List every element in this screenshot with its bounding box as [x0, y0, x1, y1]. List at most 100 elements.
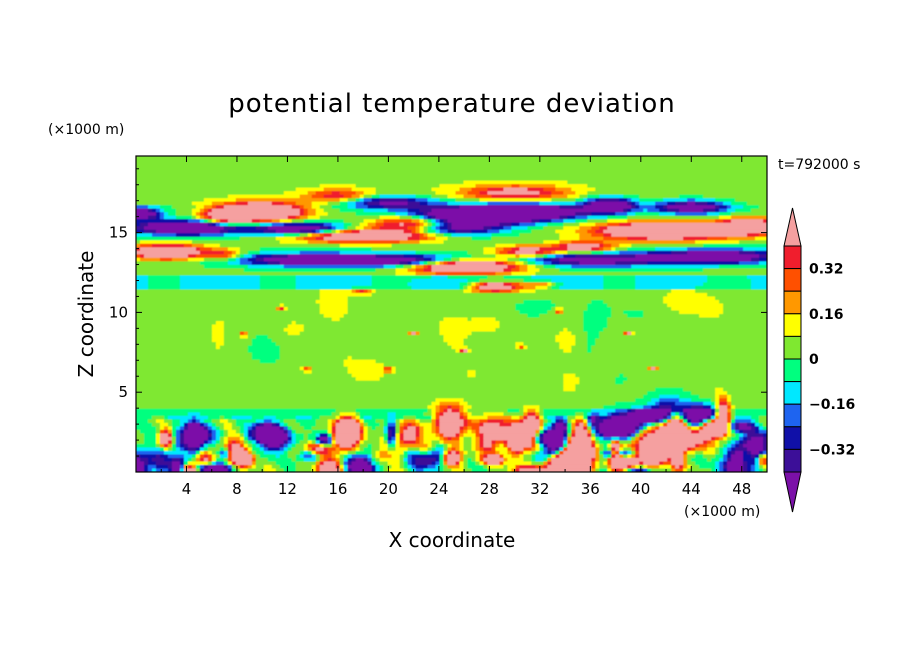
contour-cell — [223, 433, 229, 438]
contour-cell — [235, 429, 241, 434]
contour-cell — [487, 468, 509, 472]
contour-cell — [136, 419, 149, 424]
contour-cell — [703, 208, 716, 213]
contour-cell — [431, 429, 437, 434]
contour-cell — [235, 250, 241, 255]
contour-cell — [383, 370, 393, 375]
contour-cell — [543, 415, 548, 420]
contour-cell — [231, 443, 241, 449]
contour-cell — [175, 429, 181, 434]
contour-cell — [711, 412, 716, 417]
contour-cell — [523, 412, 528, 417]
contour-cell — [407, 426, 417, 431]
contour-cell — [527, 345, 560, 350]
contour-cell — [523, 454, 532, 459]
contour-cell — [507, 457, 524, 463]
contour-cell — [539, 314, 584, 319]
contour-cell — [579, 233, 592, 238]
contour-cell — [155, 440, 161, 445]
contour-cell — [136, 177, 767, 182]
contour-cell — [315, 236, 325, 241]
contour-cell — [399, 240, 421, 245]
contour-cell — [727, 450, 732, 456]
contour-cell — [719, 436, 724, 441]
contour-cell — [439, 184, 477, 189]
contour-cell — [247, 257, 257, 262]
contour-cell — [603, 419, 656, 424]
contour-cell — [463, 429, 469, 434]
contour-cell — [691, 419, 700, 424]
contour-cell — [255, 429, 285, 434]
contour-cell — [203, 426, 209, 431]
contour-cell — [423, 268, 433, 273]
contour-cell — [419, 233, 425, 238]
contour-cell — [367, 461, 373, 466]
contour-cell — [759, 415, 767, 420]
contour-cell — [447, 447, 453, 452]
x-unit-label: (×1000 m) — [684, 504, 760, 520]
contour-cell — [443, 222, 449, 227]
contour-cell — [431, 275, 449, 280]
contour-cell — [387, 415, 397, 420]
contour-cell — [651, 398, 660, 403]
contour-cell — [239, 247, 261, 252]
contour-cell — [223, 429, 229, 434]
contour-cell — [199, 233, 225, 238]
contour-cell — [519, 289, 536, 294]
contour-cell — [727, 236, 756, 241]
contour-cell — [455, 229, 473, 234]
contour-cell — [435, 219, 441, 224]
contour-cell — [371, 198, 381, 203]
contour-cell — [179, 282, 261, 287]
contour-cell — [663, 296, 716, 301]
contour-cell — [379, 377, 564, 382]
contour-cell — [563, 380, 580, 385]
contour-cell — [735, 443, 740, 449]
contour-cell — [287, 450, 301, 456]
contour-cell — [599, 468, 608, 472]
contour-cell — [283, 328, 305, 333]
contour-cell — [136, 156, 767, 161]
contour-cell — [683, 415, 688, 420]
contour-cell — [355, 450, 373, 456]
contour-cell — [487, 454, 501, 459]
contour-cell — [155, 429, 161, 434]
contour-cell — [727, 454, 732, 459]
contour-cell — [207, 440, 213, 445]
contour-cell — [543, 419, 548, 424]
contour-cell — [195, 247, 201, 252]
contour-cell — [259, 222, 273, 227]
contour-cell — [435, 426, 441, 431]
contour-cell — [711, 457, 720, 463]
contour-cell — [643, 394, 660, 399]
contour-cell — [671, 408, 684, 413]
contour-cell — [623, 208, 628, 213]
contour-cell — [607, 457, 612, 463]
contour-cell — [287, 215, 297, 220]
contour-cell — [539, 408, 544, 413]
contour-cell — [403, 454, 409, 459]
contour-cell — [255, 226, 269, 231]
contour-cell — [759, 429, 767, 434]
contour-cell — [327, 429, 333, 434]
contour-cell — [723, 310, 767, 315]
contour-cell — [283, 443, 289, 449]
contour-cell — [639, 429, 644, 434]
contour-cell — [627, 443, 632, 449]
contour-cell — [323, 208, 341, 213]
contour-cell — [587, 229, 596, 234]
contour-cell — [571, 264, 632, 269]
contour-cell — [295, 464, 313, 470]
contour-cell — [159, 257, 173, 262]
contour-cell — [567, 250, 592, 255]
contour-cell — [547, 310, 556, 315]
contour-cell — [435, 257, 445, 262]
contour-cell — [136, 391, 648, 396]
contour-cell — [283, 264, 385, 269]
contour-cell — [339, 250, 417, 255]
contour-cell — [443, 447, 449, 452]
contour-cell — [571, 426, 576, 431]
contour-cell — [627, 436, 632, 441]
contour-cell — [591, 212, 616, 217]
contour-cell — [731, 408, 736, 413]
